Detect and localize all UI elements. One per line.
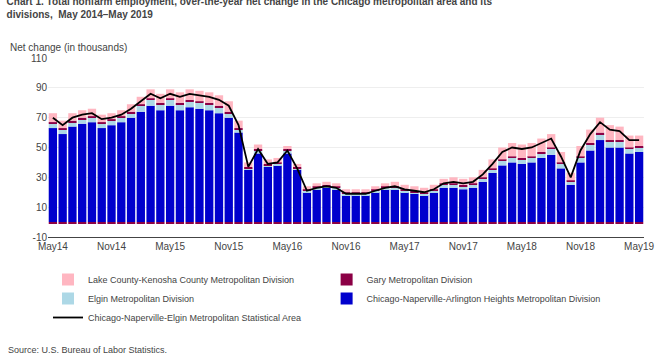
svg-text:Nov18: Nov18 bbox=[566, 241, 595, 252]
svg-text:30: 30 bbox=[36, 172, 48, 183]
svg-text:70: 70 bbox=[36, 112, 48, 123]
svg-text:10: 10 bbox=[36, 202, 48, 213]
svg-text:Lake County-Kenosha County Met: Lake County-Kenosha County Metropolitan … bbox=[88, 275, 294, 285]
svg-text:90: 90 bbox=[36, 82, 48, 93]
svg-text:-10: -10 bbox=[33, 232, 48, 243]
svg-text:110: 110 bbox=[31, 53, 47, 64]
svg-text:May17: May17 bbox=[390, 241, 420, 252]
svg-text:Chicago-Naperville-Elgin Metro: Chicago-Naperville-Elgin Metropolitan St… bbox=[88, 313, 301, 323]
svg-text:Gary Metropolitan Division: Gary Metropolitan Division bbox=[367, 275, 473, 285]
svg-text:May16: May16 bbox=[272, 241, 302, 252]
svg-text:Elgin Metropolitan Division: Elgin Metropolitan Division bbox=[88, 294, 194, 304]
svg-text:50: 50 bbox=[36, 142, 48, 153]
svg-text:Chart 1. Total nonfarm employm: Chart 1. Total nonfarm employment, over-… bbox=[7, 0, 493, 20]
svg-text:Net change (in thousands): Net change (in thousands) bbox=[10, 42, 127, 53]
svg-text:Nov14: Nov14 bbox=[97, 241, 126, 252]
svg-text:May14: May14 bbox=[38, 241, 68, 252]
svg-text:Nov15: Nov15 bbox=[214, 241, 243, 252]
svg-text:May18: May18 bbox=[507, 241, 537, 252]
svg-text:May15: May15 bbox=[155, 241, 185, 252]
svg-text:Chicago-Naperville-Arlington H: Chicago-Naperville-Arlington Heights Met… bbox=[367, 294, 601, 304]
svg-text:Nov17: Nov17 bbox=[449, 241, 478, 252]
svg-text:May19: May19 bbox=[624, 241, 654, 252]
svg-text:Nov16: Nov16 bbox=[332, 241, 361, 252]
svg-text:Source: U.S. Bureau of Labor S: Source: U.S. Bureau of Labor Statistics. bbox=[8, 345, 167, 355]
